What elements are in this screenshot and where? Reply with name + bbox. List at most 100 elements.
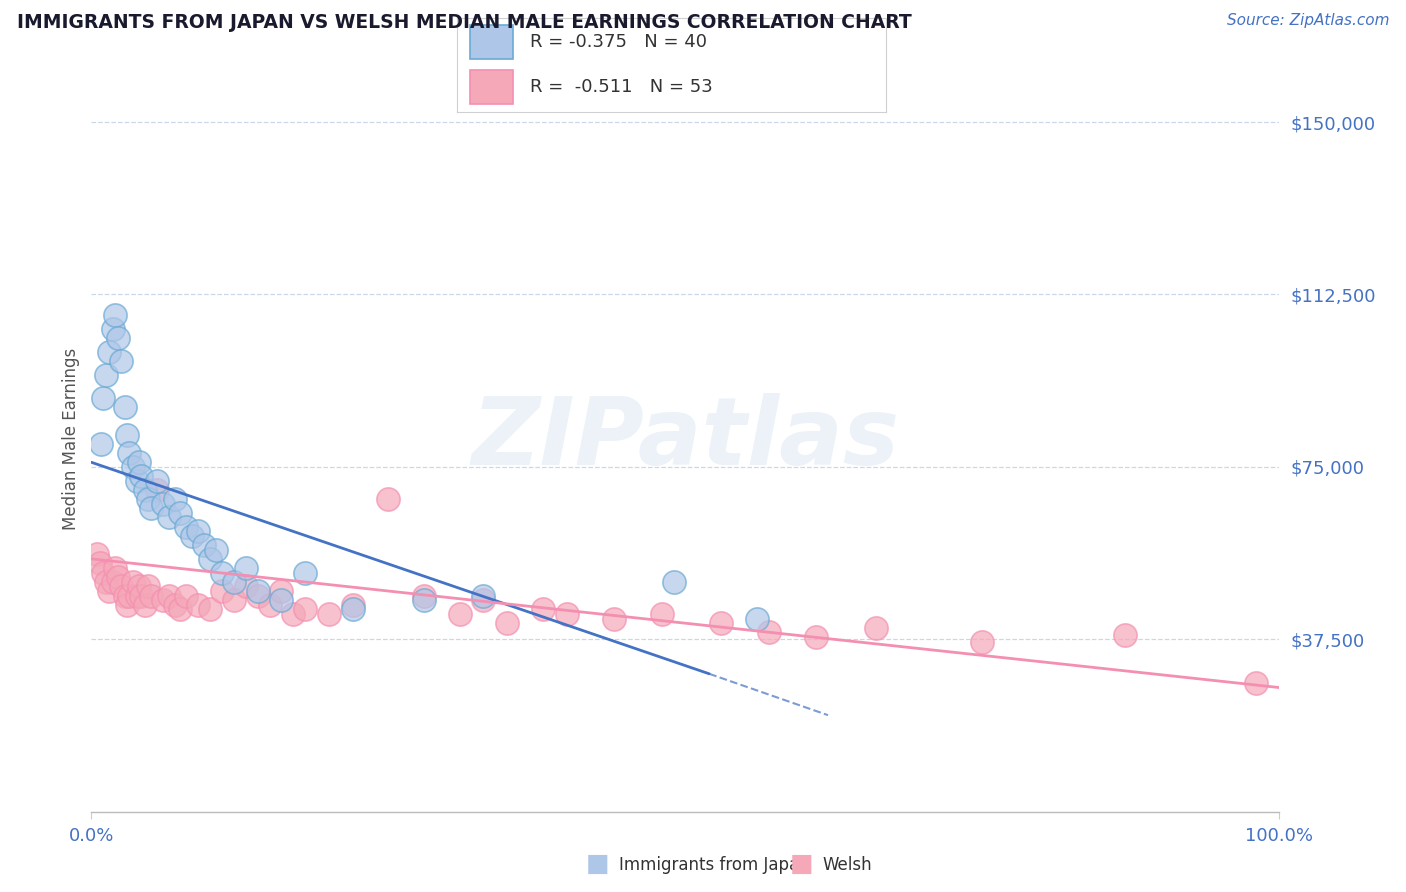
Point <box>134 598 156 612</box>
Point <box>118 446 141 460</box>
Point <box>98 584 121 599</box>
Text: ■: ■ <box>586 852 609 876</box>
Y-axis label: Median Male Earnings: Median Male Earnings <box>62 348 80 531</box>
Point <box>270 584 292 599</box>
Bar <box>470 70 513 104</box>
Text: ■: ■ <box>790 852 813 876</box>
Point <box>651 607 673 621</box>
Point <box>804 630 827 644</box>
Point <box>114 589 136 603</box>
Point <box>259 598 281 612</box>
Point <box>283 607 305 621</box>
Point <box>157 589 180 603</box>
Point <box>342 602 364 616</box>
Point <box>115 427 138 442</box>
Point <box>107 570 129 584</box>
Point <box>101 574 124 589</box>
Point <box>200 552 222 566</box>
Point <box>157 510 180 524</box>
Point <box>972 634 994 648</box>
Point <box>152 593 174 607</box>
Point <box>128 579 150 593</box>
Point <box>128 455 150 469</box>
Point <box>145 474 167 488</box>
Point <box>211 566 233 580</box>
Point <box>110 579 132 593</box>
Point <box>138 579 160 593</box>
Point <box>531 602 554 616</box>
Point <box>134 483 156 497</box>
Point <box>758 625 780 640</box>
Point <box>125 474 148 488</box>
Point <box>101 322 124 336</box>
Point <box>129 469 152 483</box>
Point <box>145 483 167 497</box>
Point <box>169 602 191 616</box>
Point <box>110 354 132 368</box>
Bar <box>470 25 513 59</box>
Point <box>205 542 228 557</box>
Point <box>91 391 114 405</box>
Point <box>294 566 316 580</box>
Text: IMMIGRANTS FROM JAPAN VS WELSH MEDIAN MALE EARNINGS CORRELATION CHART: IMMIGRANTS FROM JAPAN VS WELSH MEDIAN MA… <box>17 13 911 32</box>
Point <box>104 308 127 322</box>
Point <box>163 598 186 612</box>
Point <box>94 574 117 589</box>
Point <box>139 589 162 603</box>
Point <box>496 616 519 631</box>
Point <box>125 589 148 603</box>
Point <box>1244 676 1267 690</box>
Point <box>472 593 495 607</box>
Point <box>129 589 152 603</box>
Point <box>169 506 191 520</box>
Point <box>472 589 495 603</box>
Point <box>449 607 471 621</box>
Point <box>710 616 733 631</box>
Point <box>603 612 626 626</box>
Point <box>294 602 316 616</box>
Point <box>138 492 160 507</box>
Point <box>118 589 141 603</box>
Text: R = -0.375   N = 40: R = -0.375 N = 40 <box>530 33 707 51</box>
Point <box>176 589 198 603</box>
Point <box>318 607 340 621</box>
Point <box>86 547 108 561</box>
Point <box>139 501 162 516</box>
Text: Source: ZipAtlas.com: Source: ZipAtlas.com <box>1226 13 1389 29</box>
Point <box>176 519 198 533</box>
Point <box>555 607 578 621</box>
Point <box>90 437 112 451</box>
Point <box>187 598 209 612</box>
Point <box>122 459 145 474</box>
Point <box>222 593 245 607</box>
Point <box>114 400 136 414</box>
Text: ZIPatlas: ZIPatlas <box>471 393 900 485</box>
Point <box>115 598 138 612</box>
Point <box>246 589 269 603</box>
Point <box>377 492 399 507</box>
Point <box>211 584 233 599</box>
Point <box>94 368 117 382</box>
Point <box>235 579 257 593</box>
Text: Welsh: Welsh <box>823 856 872 874</box>
Point <box>745 612 768 626</box>
Point <box>107 331 129 345</box>
Text: Immigrants from Japan: Immigrants from Japan <box>619 856 810 874</box>
Point <box>98 345 121 359</box>
Point <box>413 589 436 603</box>
Point <box>152 497 174 511</box>
Text: R =  -0.511   N = 53: R = -0.511 N = 53 <box>530 78 713 95</box>
Point <box>200 602 222 616</box>
Point <box>413 593 436 607</box>
Point <box>235 561 257 575</box>
Point <box>122 574 145 589</box>
Point <box>89 557 111 571</box>
Point <box>1114 628 1136 642</box>
Point <box>104 561 127 575</box>
Point <box>662 574 685 589</box>
Point <box>222 574 245 589</box>
Point <box>865 621 887 635</box>
Point <box>342 598 364 612</box>
Point <box>193 538 215 552</box>
Point <box>91 566 114 580</box>
